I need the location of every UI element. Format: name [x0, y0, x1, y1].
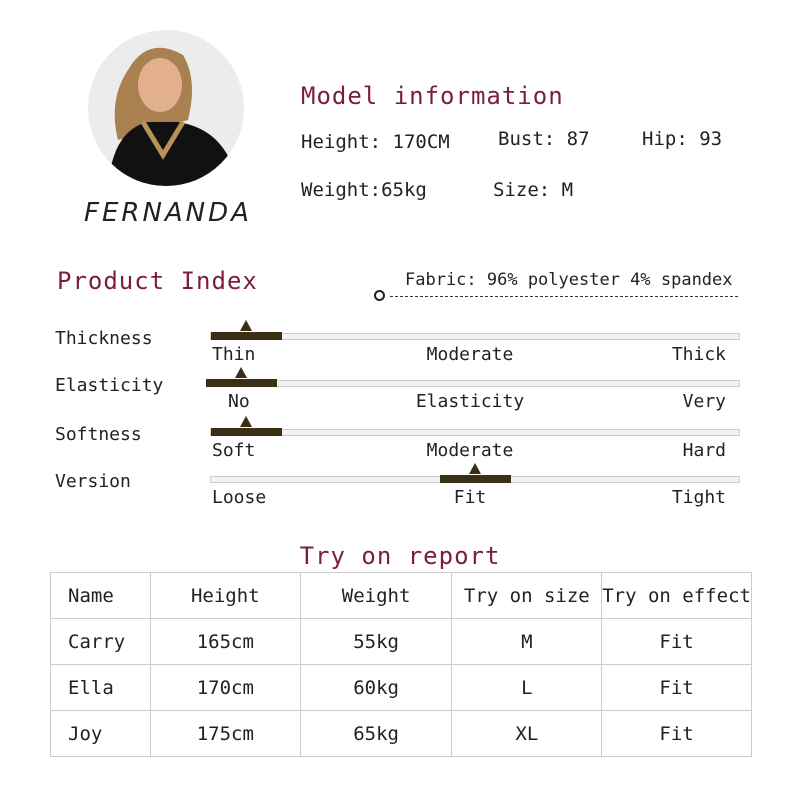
- index-slider-track: [206, 367, 740, 387]
- column-header: Name: [50, 572, 151, 619]
- index-indicator: [211, 416, 282, 436]
- table-cell: Carry: [50, 618, 151, 665]
- model-name: FERNANDA: [84, 198, 252, 228]
- table-cell: 170cm: [149, 664, 301, 711]
- scale-right: Thick: [671, 344, 726, 365]
- column-header: Try on effect: [601, 572, 752, 619]
- table-cell: 165cm: [149, 618, 301, 665]
- scale-left: Loose: [212, 487, 267, 508]
- scale-left: Thin: [212, 344, 256, 365]
- column-header: Try on size: [451, 572, 603, 619]
- pointer-icon: [469, 463, 481, 474]
- scale-middle: Fit: [453, 487, 487, 508]
- scale-right: Hard: [682, 440, 726, 461]
- column-header: Height: [149, 572, 301, 619]
- model-weight: Weight:65kg: [301, 179, 427, 201]
- try-on-table: Name Height Weight Try on size Try on effect…: [50, 572, 752, 757]
- index-indicator: [206, 367, 277, 387]
- table-cell: M: [451, 618, 603, 665]
- index-slider-track: [210, 416, 740, 436]
- table-cell: Joy: [50, 710, 151, 757]
- model-hip: Hip: 93: [642, 128, 723, 150]
- pointer-icon: [240, 416, 252, 427]
- table-cell: 175cm: [149, 710, 301, 757]
- table-cell: 60kg: [299, 664, 453, 711]
- table-cell: Fit: [601, 618, 752, 665]
- fabric-text: Fabric: 96% polyester 4% spandex: [405, 270, 733, 290]
- index-indicator: [440, 463, 511, 483]
- table-row: Ella 170cm 60kg L Fit: [50, 664, 752, 711]
- scale-middle: Moderate: [426, 344, 514, 365]
- pointer-icon: [235, 367, 247, 378]
- index-label: Elasticity: [55, 375, 164, 396]
- scale-left: No: [228, 391, 250, 412]
- column-header: Weight: [299, 572, 453, 619]
- scale-middle: Elasticity: [415, 391, 525, 412]
- table-cell: Fit: [601, 664, 752, 711]
- model-bust: Bust: 87: [498, 128, 590, 150]
- scale-right: Tight: [671, 487, 726, 508]
- table-row: Carry 165cm 55kg M Fit: [50, 618, 752, 665]
- model-size: Size: M: [493, 179, 574, 201]
- try-on-title: Try on report: [299, 542, 501, 570]
- table-cell: Ella: [50, 664, 151, 711]
- table-cell: Fit: [601, 710, 752, 757]
- index-indicator: [211, 320, 282, 340]
- index-slider-track: [210, 463, 740, 483]
- index-slider-track: [210, 320, 740, 340]
- scale-right: Very: [682, 391, 726, 412]
- model-photo: [88, 30, 244, 186]
- product-index-title: Product Index: [57, 267, 258, 295]
- index-label: Thickness: [55, 328, 153, 349]
- table-cell: 65kg: [299, 710, 453, 757]
- dashed-divider: [390, 296, 738, 297]
- table-cell: XL: [451, 710, 603, 757]
- pointer-icon: [240, 320, 252, 331]
- index-label: Softness: [55, 424, 142, 445]
- index-label: Version: [55, 471, 131, 492]
- table-cell: L: [451, 664, 603, 711]
- table-cell: 55kg: [299, 618, 453, 665]
- bullet-icon: [374, 290, 385, 301]
- scale-middle: Moderate: [426, 440, 514, 461]
- model-height: Height: 170CM: [301, 131, 450, 153]
- scale-left: Soft: [212, 440, 256, 461]
- table-row: Joy 175cm 65kg XL Fit: [50, 710, 752, 757]
- table-header-row: Name Height Weight Try on size Try on effect: [50, 572, 752, 619]
- model-info-title: Model information: [301, 82, 564, 110]
